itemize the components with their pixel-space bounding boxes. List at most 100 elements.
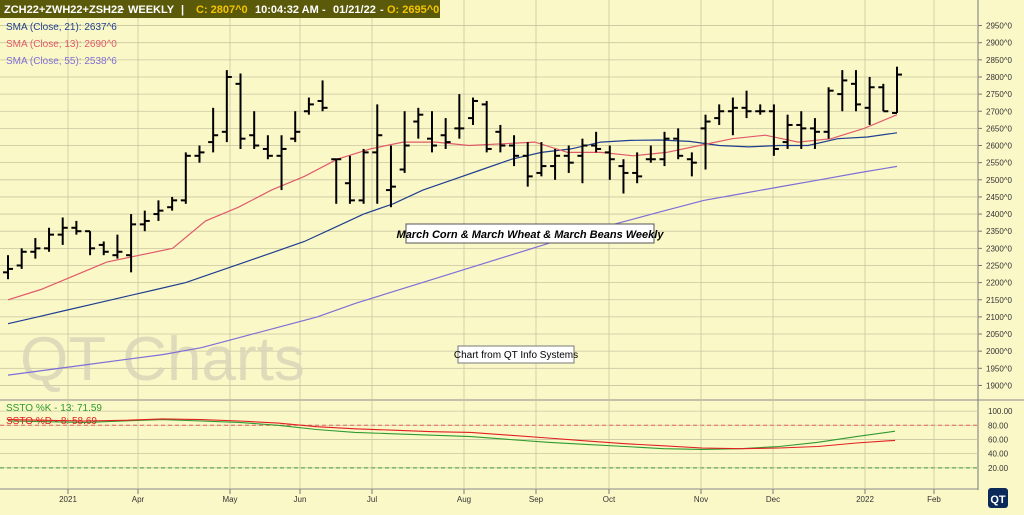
osc-tick-label: 40.00 bbox=[988, 450, 1009, 459]
ohlc-bar bbox=[139, 210, 150, 232]
ohlc-bar bbox=[57, 217, 68, 245]
ohlc-bar bbox=[16, 248, 27, 269]
price-tick-label: 2650^0 bbox=[986, 124, 1013, 133]
ohlc-bar bbox=[399, 111, 410, 173]
price-tick-label: 2350^0 bbox=[986, 227, 1013, 236]
ohlc-bar bbox=[208, 107, 219, 153]
ohlc-bar bbox=[98, 241, 109, 256]
chart-title-box: March Corn & March Wheat & March Beans W… bbox=[397, 223, 665, 244]
ohlc-bar bbox=[782, 114, 793, 149]
ohlc-bar bbox=[755, 104, 766, 115]
ohlc-bar bbox=[468, 97, 479, 125]
ohlc-bar bbox=[481, 100, 492, 153]
ohlc-bar bbox=[823, 87, 834, 139]
ohlc-bar bbox=[112, 234, 123, 259]
ohlc-bar bbox=[809, 118, 820, 149]
price-tick-label: 2250^0 bbox=[986, 261, 1013, 270]
price-tick-label: 2550^0 bbox=[986, 159, 1013, 168]
oscillator-lines bbox=[7, 418, 896, 450]
ohlc-bar bbox=[413, 107, 424, 139]
sma-line bbox=[7, 114, 898, 301]
indicator-legend: SMA (Close, 21): 2637^6 SMA (Close, 13): … bbox=[6, 22, 117, 67]
svg-text:QT: QT bbox=[990, 494, 1006, 506]
ohlc-bar bbox=[85, 230, 96, 256]
price-tick-label: 2700^0 bbox=[986, 107, 1013, 116]
oscillator-axis: 100.00 80.00 60.00 40.00 20.00 bbox=[988, 407, 1013, 473]
ohlc-bar bbox=[659, 131, 670, 167]
ohlc-bar bbox=[673, 128, 684, 160]
ohlc-bar bbox=[385, 145, 396, 208]
ohlc-bar bbox=[796, 111, 807, 149]
ohlc-bar bbox=[577, 138, 588, 184]
x-tick-label: May bbox=[222, 495, 237, 504]
ohlc-bar bbox=[864, 76, 875, 125]
ohlc-bar bbox=[426, 111, 437, 153]
date-label: 01/21/22 bbox=[333, 4, 376, 16]
x-tick-label: Jun bbox=[294, 495, 307, 504]
interval-label: WEEKLY bbox=[128, 4, 175, 16]
price-tick-label: 1900^0 bbox=[986, 381, 1013, 390]
moving-average-lines bbox=[7, 114, 898, 376]
ohlc-bar bbox=[71, 220, 82, 235]
ohlc-bar bbox=[563, 145, 574, 173]
ohlc-bar bbox=[768, 104, 779, 156]
watermark: QT Charts bbox=[20, 325, 305, 394]
osc-tick-label: 80.00 bbox=[988, 421, 1009, 430]
ohlc-bar bbox=[440, 118, 451, 149]
ohlc-bar bbox=[372, 104, 383, 204]
header-separator: | bbox=[181, 4, 184, 16]
sma-line bbox=[7, 132, 898, 325]
ohlc-bars bbox=[3, 66, 902, 280]
price-tick-label: 2100^0 bbox=[986, 313, 1013, 322]
ohlc-bar bbox=[837, 70, 848, 112]
legend-entry: SMA (Close, 21): 2637^6 bbox=[6, 22, 117, 33]
stochastic-line bbox=[7, 418, 896, 450]
sma-line bbox=[7, 165, 898, 376]
ohlc-bar bbox=[3, 255, 13, 280]
ohlc-bar bbox=[221, 70, 232, 143]
ohlc-bar bbox=[878, 83, 889, 113]
ohlc-bar bbox=[714, 104, 725, 125]
ohlc-bar bbox=[249, 111, 260, 149]
osc-tick-label: 100.00 bbox=[988, 407, 1013, 416]
osc-tick-label: 20.00 bbox=[988, 464, 1009, 473]
ohlc-bar bbox=[727, 97, 738, 136]
price-tick-label: 2150^0 bbox=[986, 296, 1013, 305]
osc-tick-label: 60.00 bbox=[988, 435, 1009, 444]
price-tick-label: 2050^0 bbox=[986, 330, 1013, 339]
ohlc-bar bbox=[167, 196, 178, 211]
x-tick-label: Feb bbox=[927, 495, 941, 504]
ohlc-bar bbox=[604, 145, 615, 180]
oscillator-legend: SSTO %K - 13: 71.59 SSTO %D - 8: 58.69 bbox=[6, 403, 102, 427]
oscillator-legend-entry: SSTO %D - 8: 58.69 bbox=[6, 416, 97, 427]
ohlc-bar bbox=[303, 97, 314, 115]
x-tick-label: Jul bbox=[367, 495, 377, 504]
price-tick-label: 2750^0 bbox=[986, 90, 1013, 99]
ohlc-bar bbox=[276, 135, 287, 191]
ohlc-bar bbox=[495, 124, 506, 153]
chart-title: March Corn & March Wheat & March Beans W… bbox=[397, 229, 665, 241]
header-separator: - bbox=[380, 4, 384, 16]
header-bar: ZCH22+ZWH22+ZSH22 ~ WEEKLY | C: 2807^0 1… bbox=[0, 0, 440, 18]
price-tick-label: 2950^0 bbox=[986, 22, 1013, 31]
price-tick-label: 2400^0 bbox=[986, 210, 1013, 219]
oscillator-legend-entry: SSTO %K - 13: 71.59 bbox=[6, 403, 102, 414]
source-box: Chart from QT Info Systems bbox=[454, 345, 578, 364]
price-tick-label: 2200^0 bbox=[986, 279, 1013, 288]
price-tick-label: 2900^0 bbox=[986, 39, 1013, 48]
ohlc-bar bbox=[686, 152, 697, 177]
ohlc-bar bbox=[536, 142, 547, 177]
header-separator: ~ bbox=[118, 4, 125, 16]
price-axis: 2950^0 2900^0 2850^0 2800^0 2750^0 2700^0 2650… bbox=[978, 22, 1013, 390]
price-tick-label: 2450^0 bbox=[986, 193, 1013, 202]
ohlc-bar bbox=[194, 145, 205, 163]
close-price-label: C: 2807^0 bbox=[196, 4, 248, 16]
price-tick-label: 1950^0 bbox=[986, 364, 1013, 373]
ohlc-bar bbox=[126, 214, 137, 273]
x-tick-label: Sep bbox=[529, 495, 544, 504]
ohlc-bar bbox=[645, 145, 656, 163]
qt-logo: QT bbox=[988, 488, 1008, 508]
price-tick-label: 2000^0 bbox=[986, 347, 1013, 356]
price-tick-label: 2850^0 bbox=[986, 56, 1013, 65]
ohlc-bar bbox=[509, 135, 520, 167]
